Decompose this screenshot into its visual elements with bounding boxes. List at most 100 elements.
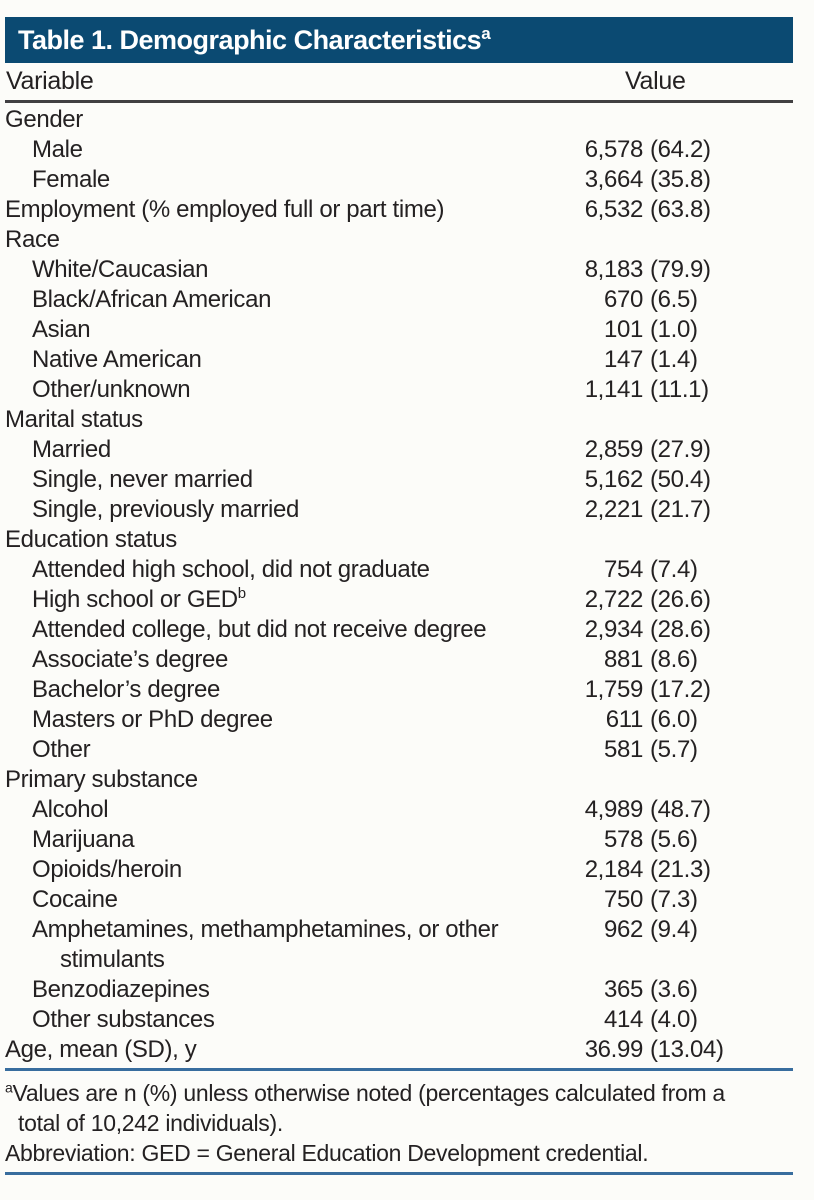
table-row-label: Other/unknown <box>32 376 191 403</box>
table-row: High school or GEDb 2,722 (26.6) <box>5 585 793 615</box>
table-row-label: High school or GEDb <box>32 585 246 613</box>
table-row-label: Associate’s degree <box>32 646 229 673</box>
table-row-count: 365 <box>604 976 643 1003</box>
table-row-pct: (6.0) <box>650 706 698 733</box>
table-row-count: 962 <box>604 916 643 943</box>
table-row: Native American 147 (1.4) <box>5 345 793 375</box>
table-row-label: Amphetamines, methamphetamines, or other… <box>5 915 793 975</box>
table-row-label: Attended high school, did not graduate <box>32 556 430 583</box>
table-row-pct: (9.4) <box>650 916 698 943</box>
table-row: Attended high school, did not graduate 7… <box>5 555 793 585</box>
footnote-rule-top <box>5 1068 793 1071</box>
table-row: Gender <box>5 105 793 135</box>
table-row-count: 581 <box>604 736 643 763</box>
footnote-a-line2: total of 10,242 individuals). <box>18 1110 283 1136</box>
table-row-count: 578 <box>604 826 643 853</box>
table-row: Other/unknown 1,141 (11.1) <box>5 375 793 405</box>
table-row: Masters or PhD degree 611 (6.0) <box>5 705 793 735</box>
table-row-pct: (48.7) <box>650 796 711 823</box>
column-header-variable: Variable <box>6 67 94 95</box>
table-row-label: Male <box>32 136 83 163</box>
table-row-label: Race <box>5 226 60 253</box>
table-row-count: 750 <box>604 886 643 913</box>
table-row-count: 2,859 <box>584 436 644 463</box>
table-row-count: 5,162 <box>584 466 644 493</box>
table-row-pct: (63.8) <box>650 196 711 223</box>
table-row-label: Cocaine <box>32 886 118 913</box>
table-card: Table 1. Demographic Characteristicsa Va… <box>5 17 793 1175</box>
table-row-count: 2,221 <box>584 496 644 523</box>
table-row: Black/African American 670 (6.5) <box>5 285 793 315</box>
table-row: Cocaine 750 (7.3) <box>5 885 793 915</box>
table-row-count: 754 <box>604 556 643 583</box>
table-row-superscript: b <box>237 585 246 602</box>
column-header-value: Value <box>625 67 686 95</box>
table-row: Associate’s degree 881 (8.6) <box>5 645 793 675</box>
table-row: Primary substance <box>5 765 793 795</box>
table-row-label: Age, mean (SD), y <box>5 1036 197 1063</box>
table-row-label: Opioids/heroin <box>32 856 182 883</box>
table-row: Married 2,859 (27.9) <box>5 435 793 465</box>
table-row-pct: (35.8) <box>650 166 711 193</box>
table-row-pct: (13.04) <box>650 1036 724 1063</box>
table-row-pct: (28.6) <box>650 616 711 643</box>
table-row-label: Employment (% employed full or part time… <box>5 196 445 223</box>
table-row-pct: (7.4) <box>650 556 698 583</box>
table-row-pct: (5.6) <box>650 826 698 853</box>
table-row-pct: (7.3) <box>650 886 698 913</box>
footnote-abbreviation: Abbreviation: GED = General Education De… <box>5 1140 649 1166</box>
table-row: Amphetamines, methamphetamines, or other… <box>5 915 793 975</box>
table-row-count: 670 <box>604 286 643 313</box>
table-row-count: 1,759 <box>584 676 644 703</box>
table-row: Single, previously married 2,221 (21.7) <box>5 495 793 525</box>
table-row-count: 611 <box>605 706 644 733</box>
table-row-pct: (17.2) <box>650 676 711 703</box>
table-row: Other substances 414 (4.0) <box>5 1005 793 1035</box>
table-row-label: Other substances <box>32 1006 215 1033</box>
table-row-label: Asian <box>32 316 91 343</box>
table-row-label: Bachelor’s degree <box>32 676 220 703</box>
table-row-count: 147 <box>604 346 643 373</box>
table-row-count: 1,141 <box>584 376 644 403</box>
table-row-label: Married <box>32 436 111 463</box>
table-row-pct: (3.6) <box>650 976 698 1003</box>
table-row-label: Female <box>32 166 110 193</box>
table-row: White/Caucasian 8,183 (79.9) <box>5 255 793 285</box>
table-row-label: Marital status <box>5 406 143 433</box>
table-row: Bachelor’s degree 1,759 (17.2) <box>5 675 793 705</box>
table-row-label: White/Caucasian <box>32 256 209 283</box>
table-row-label: Alcohol <box>32 796 109 823</box>
table-row: Alcohol 4,989 (48.7) <box>5 795 793 825</box>
table-row-pct: (6.5) <box>650 286 698 313</box>
table-row: Education status <box>5 525 793 555</box>
footnote-a-line1: Values are n (%) unless otherwise noted … <box>12 1080 726 1106</box>
table-row-pct: (1.0) <box>650 316 698 343</box>
table-row: Opioids/heroin 2,184 (21.3) <box>5 855 793 885</box>
table-row: Age, mean (SD), y 36.99 (13.04) <box>5 1035 793 1065</box>
table-title-superscript: a <box>481 24 491 43</box>
table-row-label: Gender <box>5 106 83 133</box>
table-row-pct: (50.4) <box>650 466 711 493</box>
table-row-count: 4,989 <box>584 796 644 823</box>
table-row-pct: (1.4) <box>650 346 698 373</box>
table-row-count: 6,532 <box>584 196 644 223</box>
table-row-count: 36.99 <box>584 1036 644 1063</box>
header-rule <box>5 100 793 103</box>
table-row-pct: (5.7) <box>650 736 698 763</box>
table-row-count: 2,934 <box>584 616 644 643</box>
table-row: Female 3,664 (35.8) <box>5 165 793 195</box>
table-row-label: Attended college, but did not receive de… <box>32 616 487 643</box>
table-row-label: Masters or PhD degree <box>32 706 273 733</box>
table-row-label: Marijuana <box>32 826 135 853</box>
table-title-bar: Table 1. Demographic Characteristicsa <box>5 17 793 63</box>
table-row-count: 414 <box>604 1006 643 1033</box>
table-row-pct: (64.2) <box>650 136 711 163</box>
table-row-label: Education status <box>5 526 177 553</box>
table-row-count: 101 <box>604 316 643 343</box>
table-row-label: Black/African American <box>32 286 272 313</box>
table-row-label-wrap: stimulants <box>60 946 165 973</box>
table-row-count: 2,184 <box>584 856 644 883</box>
table-row: Benzodiazepines 365 (3.6) <box>5 975 793 1005</box>
table-row-label: Single, never married <box>32 466 253 493</box>
